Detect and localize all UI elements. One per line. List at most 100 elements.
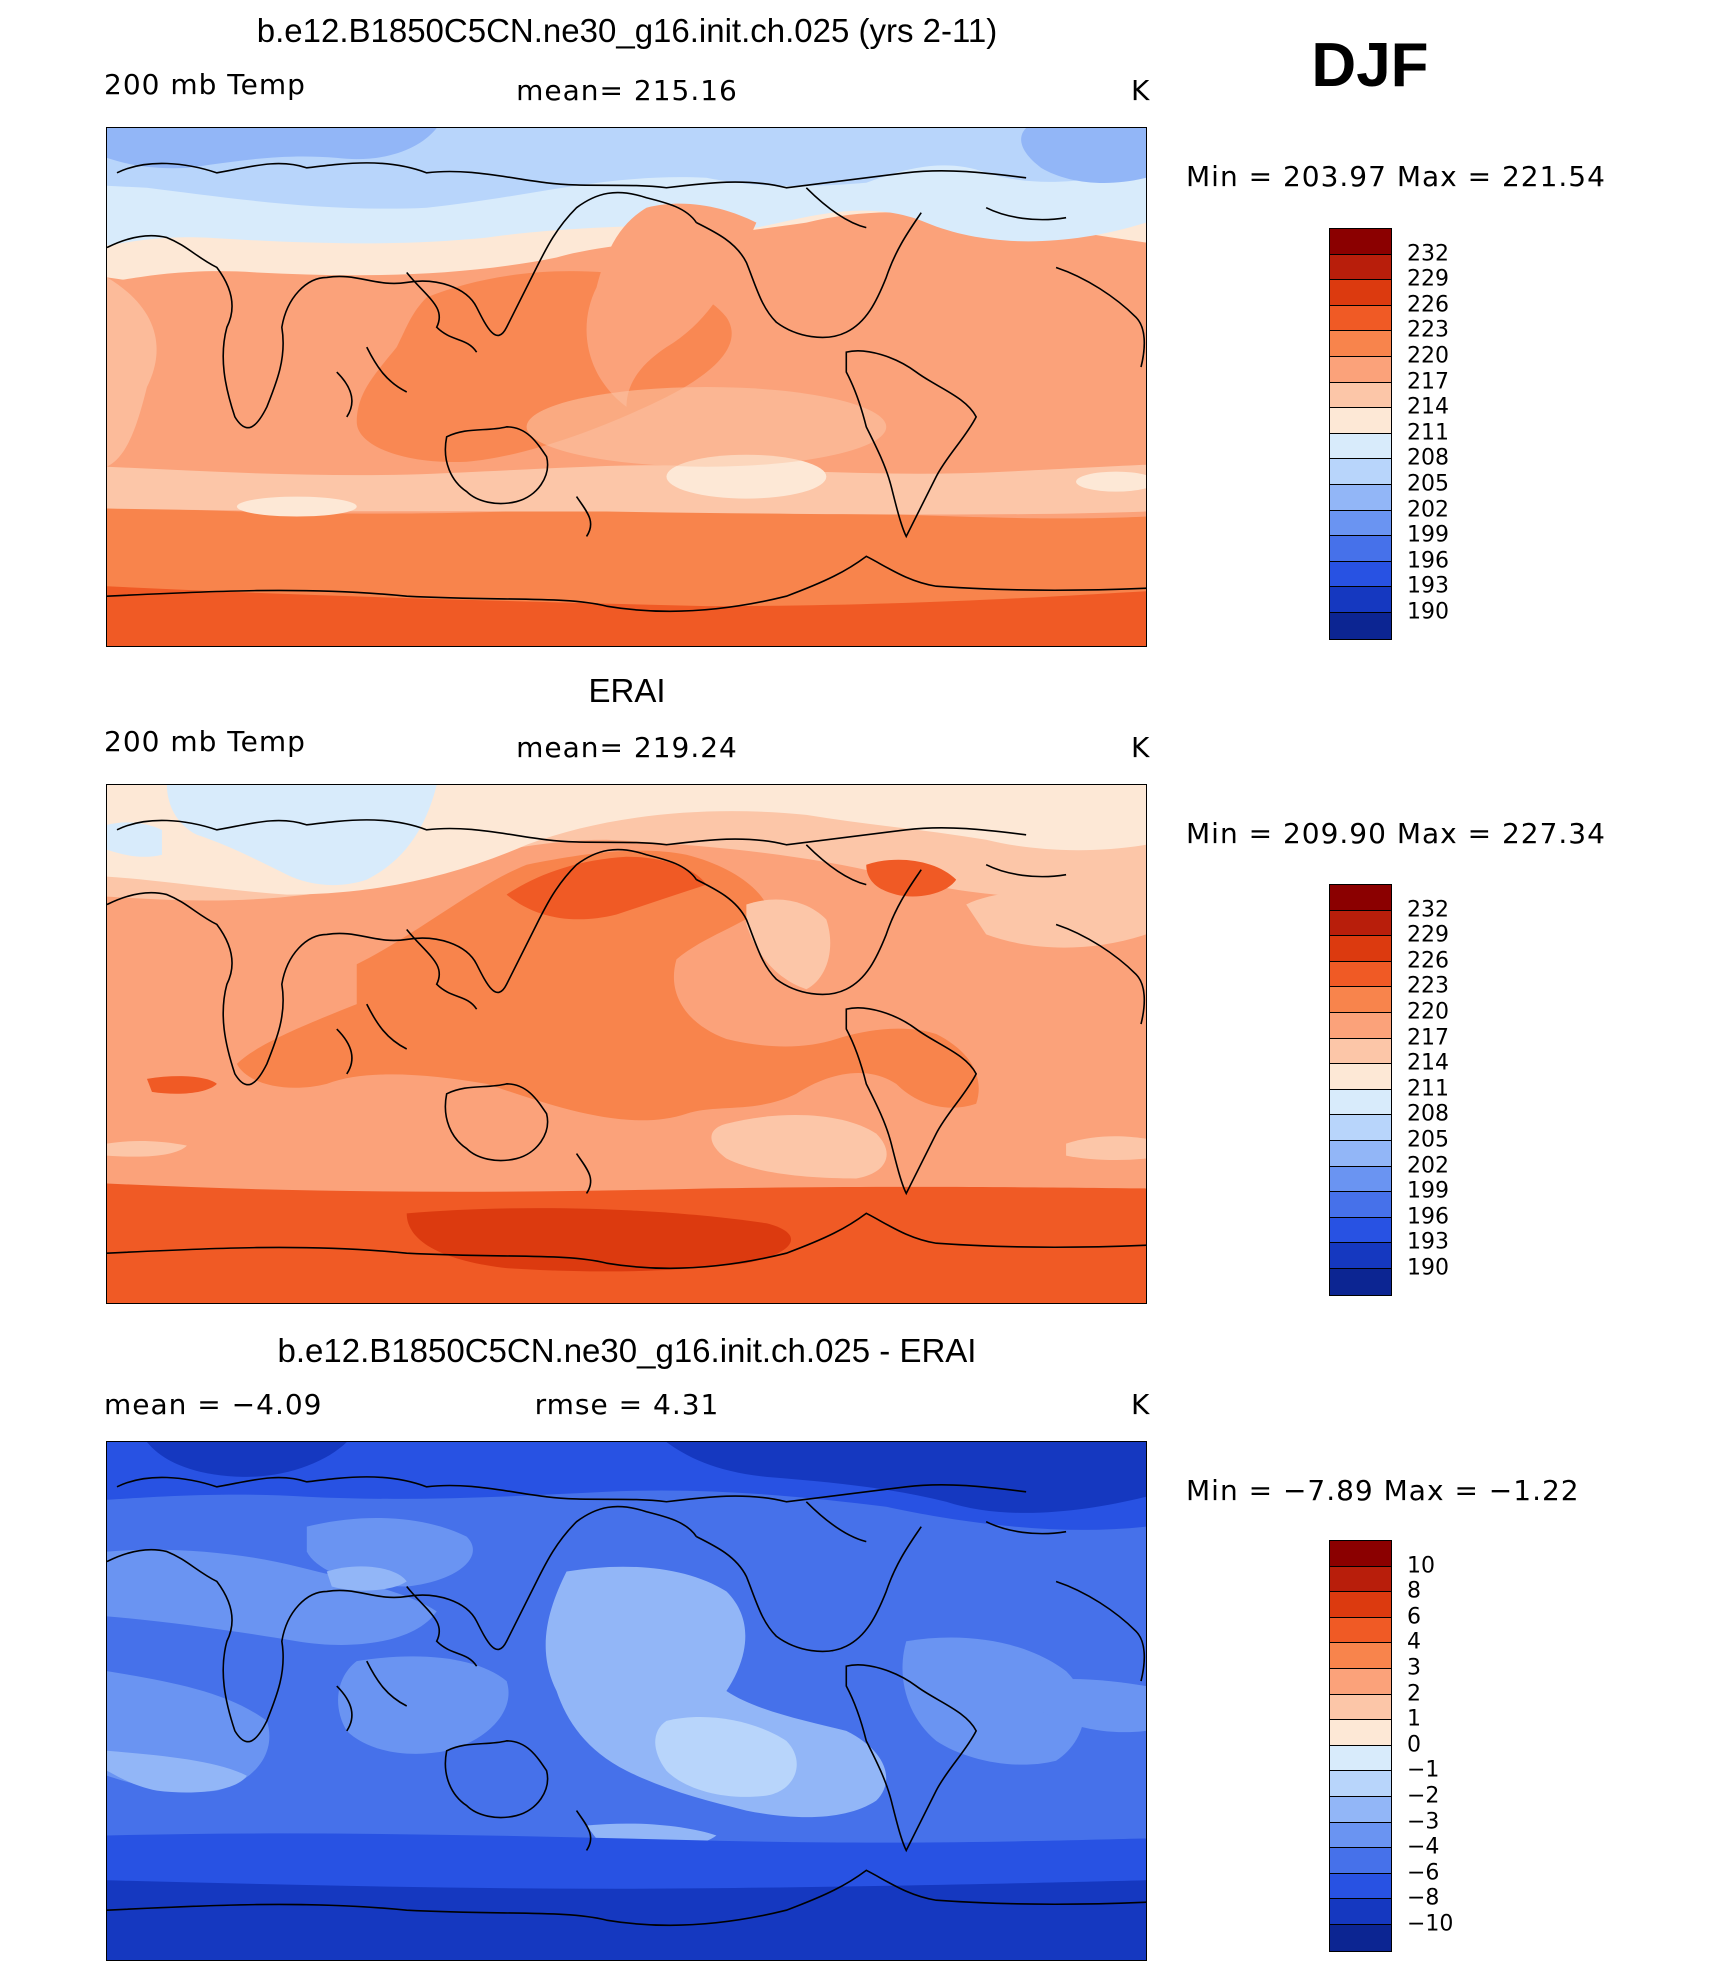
- colorbar-swatch: [1330, 1217, 1391, 1244]
- colorbar-swatch: [1330, 1166, 1391, 1193]
- colorbar-swatch: [1330, 1694, 1391, 1721]
- colorbar-swatch: [1330, 1064, 1391, 1090]
- colorbar-tick: 211: [1407, 1076, 1449, 1102]
- colorbar-panel2: [1329, 884, 1392, 1296]
- panel1-title: b.e12.B1850C5CN.ne30_g16.init.ch.025 (yr…: [256, 12, 998, 49]
- panel1-mean-label: mean= 215.16: [516, 74, 738, 107]
- colorbar-tick: −4: [1407, 1834, 1440, 1860]
- colorbar-tick: 193: [1407, 1229, 1449, 1255]
- colorbar-swatch: [1330, 459, 1391, 485]
- coastlines: [107, 819, 1146, 1270]
- colorbar-swatch: [1330, 408, 1391, 434]
- colorbar-tick: 220: [1407, 999, 1449, 1025]
- colorbar-swatch: [1330, 1771, 1391, 1797]
- colorbar-swatch: [1330, 1643, 1391, 1669]
- colorbar-tick: 3: [1407, 1655, 1421, 1681]
- colorbar-swatch: [1330, 356, 1391, 383]
- colorbar-swatch: [1330, 1115, 1391, 1141]
- colorbar-swatch: [1330, 1243, 1391, 1269]
- colorbar-swatch: [1330, 1899, 1391, 1925]
- colorbar-swatch: [1330, 484, 1391, 511]
- colorbar-swatch: [1330, 961, 1391, 988]
- colorbar-swatch: [1330, 510, 1391, 537]
- colorbar-swatch: [1330, 1796, 1391, 1823]
- colorbar-tick: 232: [1407, 897, 1449, 923]
- colorbar-tick: −2: [1407, 1783, 1440, 1809]
- panel2-field-label: 200 mb Temp: [104, 725, 306, 758]
- colorbar-swatch: [1330, 1873, 1391, 1900]
- colorbar-swatch: [1330, 254, 1391, 281]
- colorbar-swatch: [1330, 1192, 1391, 1218]
- colorbar-tick: 4: [1407, 1629, 1421, 1655]
- panel3-rmse-label: rmse = 4.31: [534, 1388, 720, 1421]
- colorbar-swatch: [1330, 1924, 1391, 1951]
- colorbar-tick: 8: [1407, 1578, 1421, 1604]
- colorbar-tick: 208: [1407, 1101, 1449, 1127]
- colorbar-swatch: [1330, 1038, 1391, 1065]
- map-panel-model: [106, 127, 1147, 647]
- colorbar-tick: 1: [1407, 1706, 1421, 1732]
- colorbar-swatch: [1330, 1268, 1391, 1295]
- colorbar-tick: 6: [1407, 1604, 1421, 1630]
- colorbar-swatch: [1330, 382, 1391, 409]
- colorbar-swatch: [1330, 1720, 1391, 1746]
- colorbar-swatch: [1330, 1140, 1391, 1167]
- colorbar-tick: 226: [1407, 948, 1449, 974]
- colorbar-tick: 211: [1407, 420, 1449, 446]
- colorbar-swatch: [1330, 612, 1391, 639]
- colorbar-tick: 0: [1407, 1732, 1421, 1758]
- map-panel-erai: [106, 784, 1147, 1304]
- colorbar-tick: 193: [1407, 573, 1449, 599]
- colorbar-tick: 214: [1407, 1050, 1449, 1076]
- panel3-title: b.e12.B1850C5CN.ne30_g16.init.ch.025 - E…: [277, 1332, 977, 1369]
- colorbar-swatch: [1330, 910, 1391, 937]
- colorbar-swatch: [1330, 587, 1391, 613]
- difference-map: [107, 1442, 1146, 1960]
- colorbar-swatch: [1330, 1617, 1391, 1644]
- colorbar-tick: 202: [1407, 497, 1449, 523]
- colorbar-swatch: [1330, 1541, 1391, 1567]
- colorbar-tick: −6: [1407, 1860, 1440, 1886]
- panel1-units: K: [1131, 74, 1151, 107]
- colorbar-tick: 217: [1407, 369, 1449, 395]
- colorbar-tick: 232: [1407, 241, 1449, 267]
- colorbar-tick: 229: [1407, 922, 1449, 948]
- panel2-minmax: Min = 209.90 Max = 227.34: [1186, 817, 1606, 850]
- panel2-mean-label: mean= 219.24: [516, 731, 738, 764]
- colorbar-tick: 223: [1407, 973, 1449, 999]
- colorbar-tick: −3: [1407, 1809, 1440, 1835]
- colorbar-panel1: [1329, 228, 1392, 640]
- season-label: DJF: [1311, 31, 1429, 100]
- panel2-title: ERAI: [588, 672, 666, 709]
- colorbar-swatch: [1330, 1566, 1391, 1593]
- panel1-minmax: Min = 203.97 Max = 221.54: [1186, 160, 1606, 193]
- colorbar-tick: −10: [1407, 1911, 1454, 1937]
- colorbar-swatch: [1330, 561, 1391, 588]
- colorbar-tick: 223: [1407, 317, 1449, 343]
- coastlines: [107, 162, 1146, 613]
- panel3-mean-label: mean = −4.09: [104, 1388, 323, 1421]
- colorbar-swatch: [1330, 885, 1391, 911]
- erai-temperature-map: [107, 785, 1146, 1303]
- colorbar-tick: 190: [1407, 599, 1449, 625]
- colorbar-swatch: [1330, 536, 1391, 562]
- colorbar-tick: 199: [1407, 1178, 1449, 1204]
- colorbar-swatch: [1330, 1848, 1391, 1874]
- model-temperature-map: [107, 128, 1146, 646]
- panel3-units: K: [1131, 1388, 1151, 1421]
- colorbar-swatch: [1330, 1745, 1391, 1772]
- panel2-units: K: [1131, 731, 1151, 764]
- colorbar-tick: 196: [1407, 548, 1449, 574]
- colorbar-swatch: [1330, 305, 1391, 332]
- colorbar-panel3: [1329, 1540, 1392, 1952]
- colorbar-swatch: [1330, 331, 1391, 357]
- colorbar-swatch: [1330, 936, 1391, 962]
- colorbar-tick: 199: [1407, 522, 1449, 548]
- colorbar-tick: 229: [1407, 266, 1449, 292]
- colorbar-swatch: [1330, 433, 1391, 460]
- colorbar-swatch: [1330, 987, 1391, 1013]
- colorbar-tick: 226: [1407, 292, 1449, 318]
- colorbar-tick: 202: [1407, 1153, 1449, 1179]
- colorbar-tick: −1: [1407, 1757, 1440, 1783]
- colorbar-tick: −8: [1407, 1885, 1440, 1911]
